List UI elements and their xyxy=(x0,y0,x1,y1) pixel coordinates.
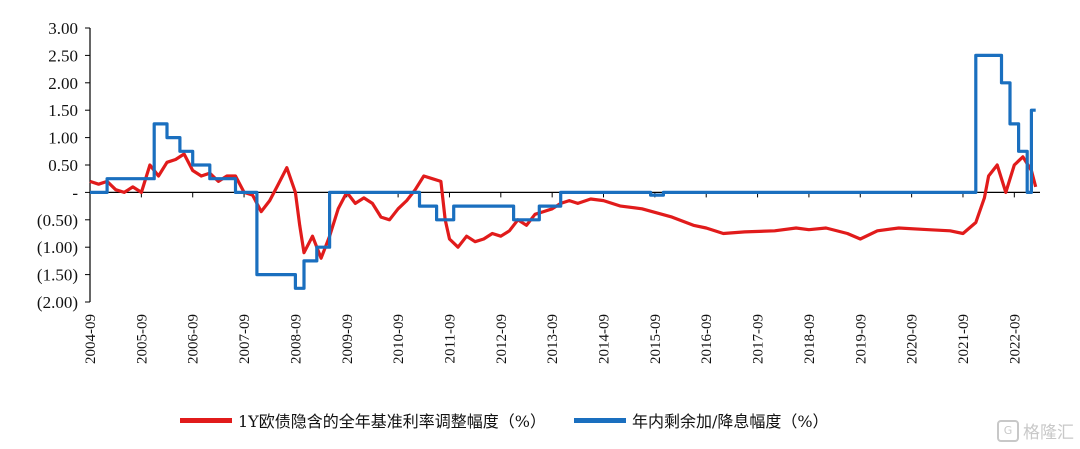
x-tick-label: 2022-09 xyxy=(1007,314,1023,364)
line-chart: 3.00 2.50 2.00 1.50 1.00 0.50 - (0.50) (1.00) (1.… xyxy=(37,19,1040,364)
x-tick-label: 2012-09 xyxy=(494,314,510,364)
legend-label-rate-implied: 1Y欧债隐含的全年基准利率调整幅度（%） xyxy=(238,412,546,431)
series-line-remaining-hikes xyxy=(90,53,1036,290)
x-tick-label: 2015-09 xyxy=(648,314,664,364)
y-tick-label: 2.50 xyxy=(48,46,78,65)
y-axis: 3.00 2.50 2.00 1.50 1.00 0.50 - (0.50) (1.00) (1.… xyxy=(37,19,91,312)
x-tick-label: 2017-09 xyxy=(751,314,767,364)
y-tick-label: (1.00) xyxy=(37,238,78,257)
legend: 1Y欧债隐含的全年基准利率调整幅度（%） 年内剩余加/降息幅度（%） xyxy=(180,408,857,432)
y-tick-label: - xyxy=(72,183,78,202)
series-line-rate-implied xyxy=(89,152,1038,260)
legend-swatch-blue xyxy=(573,417,626,423)
x-tick-label: 2008-09 xyxy=(288,314,304,364)
x-tick-label: 2014-09 xyxy=(597,314,613,364)
y-tick-label: 2.00 xyxy=(48,74,78,93)
y-tick-label: 1.50 xyxy=(48,101,78,120)
x-tick-label: 2013-09 xyxy=(545,314,561,364)
x-tick-label: 2019-09 xyxy=(853,314,869,364)
legend-item-remaining-hikes: 年内剩余加/降息幅度（%） xyxy=(573,408,829,432)
y-tick-label: 1.00 xyxy=(48,129,78,148)
watermark-text: 格隆汇 xyxy=(1023,423,1074,443)
legend-item-rate-implied: 1Y欧债隐含的全年基准利率调整幅度（%） xyxy=(180,408,546,432)
y-tick-label: 0.50 xyxy=(48,156,78,175)
x-tick-label: 2007-09 xyxy=(237,314,253,364)
y-tick-label: (2.00) xyxy=(37,293,78,312)
watermark: G 格隆汇 xyxy=(997,418,1074,443)
y-tick-label: 3.00 xyxy=(48,19,78,38)
x-tick-label: 2020-09 xyxy=(905,314,921,364)
x-tick-label: 2005-09 xyxy=(134,314,150,364)
x-tick-label: 2009-09 xyxy=(340,314,356,364)
gelonghui-logo-icon: G xyxy=(997,419,1019,442)
legend-swatch-red xyxy=(180,417,232,423)
y-tick-label: (1.50) xyxy=(37,266,78,285)
y-tick-label: (0.50) xyxy=(37,211,78,230)
x-axis: 2004-09 2005-09 2006-09 2007-09 2008-09 2009-… xyxy=(83,191,1040,364)
x-tick-label: 2010-09 xyxy=(391,314,407,364)
x-tick-label: 2021-09 xyxy=(956,314,972,364)
series-layer xyxy=(89,53,1038,290)
legend-label-remaining-hikes: 年内剩余加/降息幅度（%） xyxy=(631,412,829,431)
x-tick-label: 2004-09 xyxy=(83,314,99,364)
x-tick-label: 2016-09 xyxy=(699,314,715,364)
x-tick-label: 2011-09 xyxy=(442,314,458,363)
x-tick-label: 2018-09 xyxy=(802,314,818,364)
x-tick-label: 2006-09 xyxy=(186,314,202,364)
